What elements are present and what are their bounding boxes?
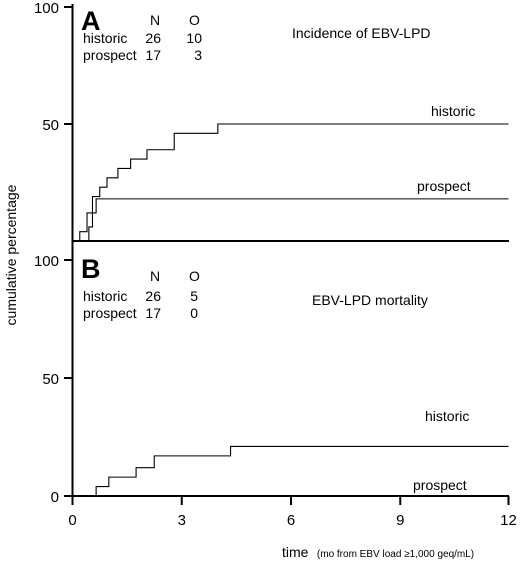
panel-b-header-o: O	[189, 268, 200, 284]
x-axis-label-note: (mo from EBV load ≥1,000 geq/mL)	[317, 549, 474, 560]
x-tick-label-3: 3	[178, 512, 186, 529]
x-tick-label-6: 6	[287, 512, 295, 529]
panel-b-letter: B	[81, 254, 101, 284]
panel-a-row-o-historic: 10	[186, 30, 202, 46]
panel-b-row-o-prospect: 0	[190, 305, 198, 321]
panel-a-series-historic	[72, 123, 509, 242]
panel-a-row-label-prospect: prospect	[83, 47, 137, 63]
panel-b-row-label-historic: historic	[83, 288, 127, 304]
x-axis-label: time (mo from EBV load ≥1,000 geq/mL)	[282, 544, 474, 561]
panel-a-series-prospect	[72, 198, 509, 242]
panel-b-y-tick-label-0: 0	[51, 489, 59, 506]
panel-b-y-tick-label-50: 50	[42, 371, 59, 388]
y-axis-label: cumulative percentage	[3, 184, 19, 325]
panel-b-row-n-prospect: 17	[145, 305, 161, 321]
panel-a-row-o-prospect: 3	[194, 47, 202, 63]
panel-a-title: Incidence of EBV-LPD	[292, 25, 431, 41]
panel-a-row-label-historic: historic	[83, 30, 127, 46]
panel-b-series-historic	[72, 445, 509, 497]
panel-a-letter: A	[81, 6, 101, 36]
panel-a-series-label-historic: historic	[431, 103, 475, 119]
panel-b: 100 50 0 B N O historic 26 5 prospect 17…	[34, 241, 509, 506]
panel-a-y-tick-label-50: 50	[42, 117, 59, 134]
panel-a: 100 50 A N O historic 26 10 prospect 17 …	[34, 0, 509, 242]
x-tick-label-9: 9	[396, 512, 404, 529]
panel-b-series-label-historic: historic	[425, 408, 469, 424]
panel-b-row-label-prospect: prospect	[83, 305, 137, 321]
panel-b-row-n-historic: 26	[145, 288, 161, 304]
panel-a-header-o: O	[189, 12, 200, 28]
panel-b-row-o-historic: 5	[190, 288, 198, 304]
x-tick-label-12: 12	[500, 512, 517, 529]
x-axis: 0 3 6 9 12 time (mo from EBV load ≥1,000…	[68, 496, 517, 561]
panel-b-y-tick-label-100: 100	[34, 253, 59, 270]
panel-a-y-tick-label-100: 100	[34, 0, 59, 17]
panel-a-series-label-prospect: prospect	[417, 178, 471, 194]
x-tick-label-0: 0	[68, 512, 76, 529]
panel-b-series-label-prospect: prospect	[413, 477, 467, 493]
x-axis-label-main: time	[282, 544, 309, 560]
panel-b-title: EBV-LPD mortality	[312, 292, 428, 308]
panel-a-header-n: N	[150, 12, 160, 28]
panel-a-row-n-prospect: 17	[145, 47, 161, 63]
panel-a-row-n-historic: 26	[145, 30, 161, 46]
panel-b-header-n: N	[150, 268, 160, 284]
